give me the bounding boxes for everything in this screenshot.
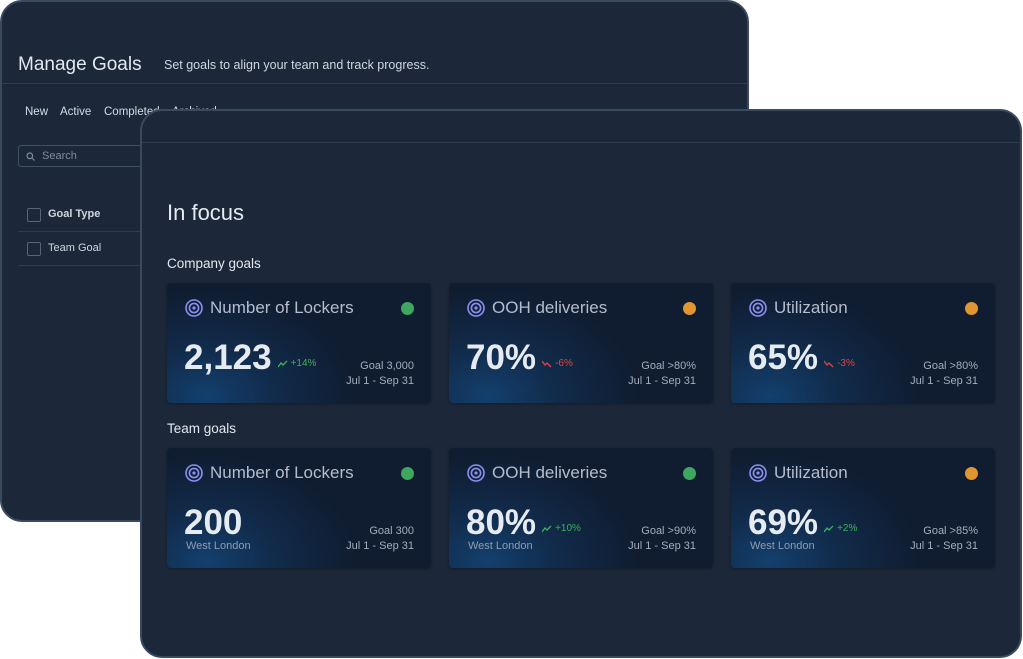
target-glyph <box>467 464 485 482</box>
table-header: Goal Type <box>48 208 101 220</box>
value-row: 65% -3% <box>748 338 855 378</box>
target-icon <box>749 464 767 487</box>
card-value: 80% <box>466 503 537 542</box>
search-icon <box>26 152 35 161</box>
goal-target: Goal 3,000 <box>360 360 414 372</box>
card-title: Utilization <box>774 463 848 482</box>
group-title: Company goals <box>167 256 261 271</box>
card-value: 2,123 <box>184 338 272 377</box>
change-text: +14% <box>290 358 317 369</box>
card-value: 70% <box>466 338 537 377</box>
table-cell: Team Goal <box>48 242 102 254</box>
change: +2% <box>824 523 857 543</box>
status-dot <box>401 302 414 315</box>
target-glyph <box>185 299 203 317</box>
goal-target: Goal >90% <box>641 525 696 537</box>
period: Jul 1 - Sep 31 <box>628 375 696 387</box>
value-row: 70% -6% <box>466 338 573 378</box>
change-text: -3% <box>837 358 855 369</box>
target-icon <box>467 299 485 322</box>
change: -6% <box>542 358 573 378</box>
goal-card: OOH deliveries 80% +10% West London Goal >90… <box>449 448 713 568</box>
status-dot <box>965 302 978 315</box>
goal-card: Number of Lockers 200 West London Goal 300 J… <box>167 448 431 568</box>
checkbox[interactable] <box>27 242 41 256</box>
goal-target: Goal >80% <box>641 360 696 372</box>
checkbox[interactable] <box>27 208 41 222</box>
value-row: 69% +2% <box>748 503 857 543</box>
trend-icon <box>542 525 552 532</box>
in-focus-panel: In focus Company goals Number of Lockers 2… <box>140 109 1022 658</box>
target-glyph <box>749 299 767 317</box>
target-icon <box>185 464 203 487</box>
card-title: OOH deliveries <box>492 463 608 482</box>
status-dot <box>401 467 414 480</box>
period: Jul 1 - Sep 31 <box>346 540 414 552</box>
location: West London <box>468 540 533 552</box>
divider <box>2 83 747 84</box>
panel-title: Manage Goals <box>18 54 142 75</box>
target-icon <box>749 299 767 322</box>
change: -3% <box>824 358 855 378</box>
trend-icon <box>542 360 552 367</box>
trend-icon <box>824 525 834 532</box>
value-row: 2,123 +14% <box>184 338 316 378</box>
trend-icon <box>824 360 834 367</box>
card-title: Number of Lockers <box>210 463 354 482</box>
goal-target: Goal >85% <box>923 525 978 537</box>
period: Jul 1 - Sep 31 <box>346 375 414 387</box>
status-dot <box>683 302 696 315</box>
period: Jul 1 - Sep 31 <box>628 540 696 552</box>
target-icon <box>467 464 485 487</box>
group-title: Team goals <box>167 421 237 436</box>
change: +14% <box>277 358 317 378</box>
card-value: 200 <box>184 503 243 542</box>
status-dot <box>683 467 696 480</box>
search-placeholder: Search <box>42 150 77 162</box>
card-value: 65% <box>748 338 819 377</box>
card-title: Number of Lockers <box>210 298 354 317</box>
goal-card: Number of Lockers 2,123 +14% Goal 3,000 Jul … <box>167 283 431 403</box>
target-glyph <box>467 299 485 317</box>
period: Jul 1 - Sep 31 <box>910 540 978 552</box>
card-value: 69% <box>748 503 819 542</box>
target-glyph <box>185 464 203 482</box>
change-text: -6% <box>555 358 573 369</box>
target-icon <box>185 299 203 322</box>
location: West London <box>186 540 251 552</box>
status-dot <box>965 467 978 480</box>
goal-card: Utilization 65% -3% Goal >80% Jul 1 - Sep 31 <box>731 283 995 403</box>
section-title: In focus <box>167 200 245 225</box>
trend-icon <box>277 360 288 367</box>
tab[interactable]: New <box>25 106 49 118</box>
value-row: 200 <box>184 503 242 543</box>
panel-subtitle: Set goals to align your team and track p… <box>164 58 430 72</box>
tab[interactable]: Active <box>60 106 92 118</box>
period: Jul 1 - Sep 31 <box>910 375 978 387</box>
goal-card: Utilization 69% +2% West London Goal >85% Jul… <box>731 448 995 568</box>
change-text: +10% <box>555 523 581 534</box>
location: West London <box>750 540 815 552</box>
divider <box>142 142 1020 143</box>
goal-card: OOH deliveries 70% -6% Goal >80% Jul 1 - Sep… <box>449 283 713 403</box>
card-title: OOH deliveries <box>492 298 608 317</box>
target-glyph <box>749 464 767 482</box>
card-title: Utilization <box>774 298 848 317</box>
change-text: +2% <box>837 523 858 534</box>
change: +10% <box>542 523 581 543</box>
value-row: 80% +10% <box>466 503 581 543</box>
goal-target: Goal >80% <box>923 360 978 372</box>
goal-target: Goal 300 <box>369 525 414 537</box>
